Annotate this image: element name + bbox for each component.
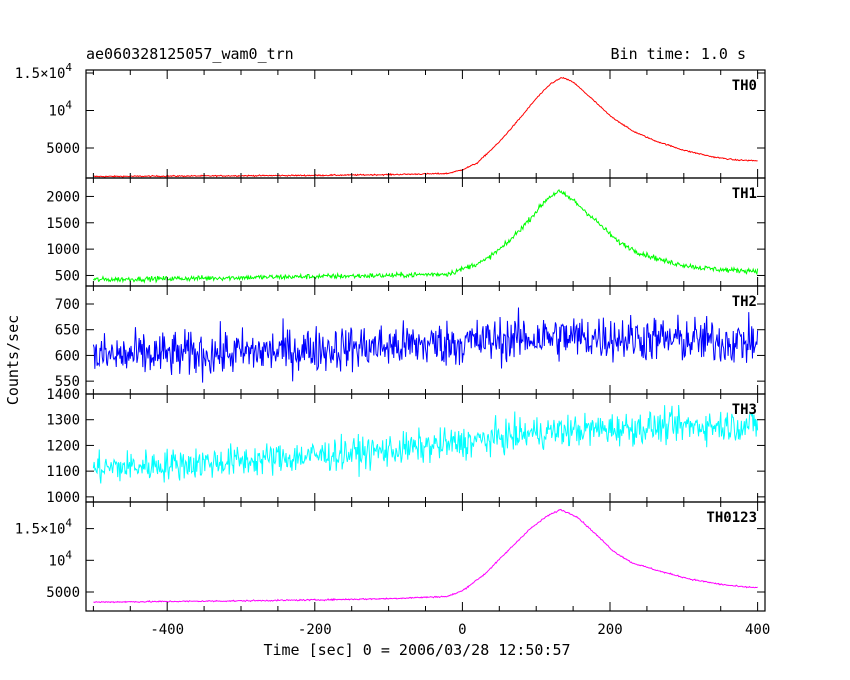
y-tick-label: 5000 bbox=[46, 585, 80, 601]
series-line-th0123 bbox=[93, 508, 758, 604]
y-tick-label: 2000 bbox=[46, 189, 80, 205]
panel-frame bbox=[85, 177, 766, 287]
x-tick-label: 400 bbox=[745, 622, 770, 638]
y-tick-label: 1200 bbox=[46, 438, 80, 454]
panel-name-th0123: TH0123 bbox=[706, 510, 757, 526]
panel-th0123: 1.5×104 104 5000 TH0123 bbox=[15, 501, 766, 612]
panel-frame bbox=[85, 69, 766, 179]
y-tick-label: 1300 bbox=[46, 413, 80, 429]
y-tick-label: 1.5×104 bbox=[15, 517, 73, 538]
y-tick-label: 5000 bbox=[46, 141, 80, 157]
panel-name-th1: TH1 bbox=[732, 186, 757, 202]
y-tick-label: 104 bbox=[49, 548, 73, 569]
series-line-th3 bbox=[92, 404, 759, 484]
y-tick-label: 1000 bbox=[46, 490, 80, 506]
x-axis-ticks: -400 -200 0 200 400 bbox=[150, 622, 770, 638]
panel-frame bbox=[85, 393, 766, 503]
series-line-th1 bbox=[92, 189, 759, 284]
y-tick-label: 1500 bbox=[46, 216, 80, 232]
x-tick-label: -400 bbox=[150, 622, 184, 638]
y-tick-label: 104 bbox=[49, 99, 73, 120]
series-line-th0 bbox=[93, 76, 758, 178]
panel-th2: 700 650 600 550 TH2 bbox=[55, 285, 766, 395]
panel-name-th0: TH0 bbox=[732, 78, 757, 94]
y-axis-label: Counts/sec bbox=[4, 315, 22, 405]
panel-name-th2: TH2 bbox=[732, 294, 757, 310]
y-tick-label: 700 bbox=[55, 297, 80, 313]
x-tick-label: 0 bbox=[458, 622, 466, 638]
panels-group: 1.5×1041045000TH0200015001000500TH170065… bbox=[15, 61, 770, 638]
x-tick-label: -200 bbox=[298, 622, 332, 638]
panel-th3: 1400 1300 1200 1100 1000 TH3 bbox=[46, 387, 766, 506]
panel-name-th3: TH3 bbox=[732, 402, 757, 418]
bin-time-label: Bin time: 1.0 s bbox=[611, 45, 746, 63]
observation-id: ae060328125057_wam0_trn bbox=[86, 45, 294, 63]
y-tick-label: 650 bbox=[55, 323, 80, 339]
series-line-th2 bbox=[92, 307, 759, 383]
y-tick-label: 1000 bbox=[46, 242, 80, 258]
y-tick-label: 550 bbox=[55, 374, 80, 390]
x-tick-label: 200 bbox=[597, 622, 622, 638]
x-axis-label: Time [sec] 0 = 2006/03/28 12:50:57 bbox=[263, 641, 570, 659]
y-tick-label: 1.5×104 bbox=[15, 61, 73, 82]
y-tick-label: 1100 bbox=[46, 464, 80, 480]
y-tick-label: 1400 bbox=[46, 387, 80, 403]
panel-th0: 1.5×104 104 5000 TH0 bbox=[15, 61, 766, 179]
panel-th1: 2000 1500 1000 500 TH1 bbox=[46, 177, 766, 287]
y-tick-label: 500 bbox=[55, 268, 80, 284]
y-tick-label: 600 bbox=[55, 348, 80, 364]
panel-frame bbox=[85, 501, 766, 612]
